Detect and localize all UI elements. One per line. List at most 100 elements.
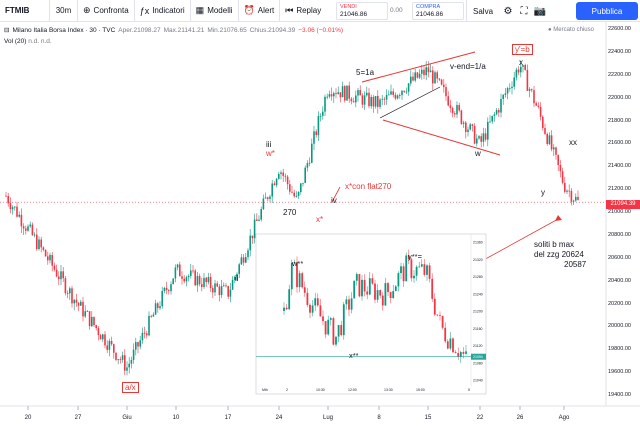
candle-body: [383, 98, 386, 100]
candle-body: [106, 345, 108, 350]
buy-button[interactable]: COMPRA 21046.86: [412, 2, 464, 20]
candle-body: [427, 67, 430, 73]
legend-close: Chius.21094.39: [249, 26, 296, 34]
inset-candle-body: [327, 319, 330, 335]
x-star-pointer: [331, 186, 341, 203]
candle-body: [172, 278, 174, 285]
candle-body: [403, 90, 405, 92]
candle-body: [47, 256, 49, 261]
inset-candle-body: [290, 262, 293, 290]
candle-body: [251, 235, 254, 239]
inset-candle-body: [457, 353, 460, 357]
candle-body: [16, 206, 18, 217]
candle-body: [152, 314, 155, 317]
candle-body: [308, 162, 311, 164]
candle-body: [22, 226, 25, 229]
inset-candle-body: [306, 292, 309, 305]
candle-body: [31, 224, 34, 235]
annotation-y: y: [541, 188, 545, 197]
indicators-button[interactable]: ƒx Indicatori: [135, 0, 191, 22]
inset-y-tick: 21080: [473, 361, 483, 365]
candle-body: [205, 277, 207, 283]
candle-body: [135, 342, 137, 350]
candle-body: [119, 359, 122, 361]
toolbar-icons: ⚙ ⛶ 📷: [500, 0, 548, 22]
annotation-5-1a: 5=1a: [356, 68, 375, 77]
candle-body: [341, 86, 344, 98]
candle-body: [183, 278, 185, 282]
alert-button[interactable]: ⏰ Alert: [239, 0, 281, 22]
candle-body: [528, 89, 531, 91]
replay-button[interactable]: ⏮ Replay: [280, 0, 326, 22]
sell-label: VENDI: [340, 4, 357, 10]
publish-button[interactable]: Pubblica: [576, 2, 638, 20]
replay-label: Replay: [296, 6, 322, 15]
candle-body: [539, 106, 542, 117]
chart-area[interactable]: 21360 21320 21280 21240 21200 21160 21120 21080…: [0, 22, 640, 427]
candle-body: [489, 121, 491, 123]
trendline-wedge: [379, 86, 441, 119]
candle-body: [231, 279, 234, 290]
fullscreen-icon[interactable]: ⛶: [520, 5, 528, 17]
sell-button[interactable]: VENDI 21046.86: [336, 2, 388, 20]
candle-body: [40, 239, 42, 248]
templates-button[interactable]: ▦ Modelli: [191, 0, 239, 22]
candle-body: [62, 271, 64, 279]
candle-body: [537, 105, 540, 107]
inset-label-x: x**: [349, 351, 359, 360]
candle-body: [487, 121, 489, 140]
candle-body: [568, 190, 570, 192]
inset-candle-body: [405, 255, 408, 282]
symbol-search[interactable]: FTMIB: [0, 0, 50, 22]
candle-body: [75, 299, 78, 303]
save-button[interactable]: Salva: [466, 0, 499, 22]
y-axis-tick: 20000.00: [608, 323, 631, 330]
compare-button[interactable]: ⊕ Confronta: [78, 0, 135, 22]
candle-body: [544, 128, 546, 134]
candle-body: [425, 67, 427, 76]
candle-body: [216, 283, 218, 287]
annotation-a-x: a/x: [122, 382, 139, 393]
volume-values: n.d. n.d.: [28, 38, 52, 45]
y-axis-tick: 20400.00: [608, 277, 631, 284]
inset-candle-body: [423, 264, 426, 275]
candle-body: [225, 285, 227, 287]
candle-body: [337, 92, 339, 95]
candle-body: [366, 92, 368, 96]
inset-candle-body: [459, 352, 462, 357]
candle-body: [104, 334, 106, 346]
candle-body: [423, 69, 425, 76]
candle-body: [509, 88, 511, 89]
settings-icon[interactable]: ⚙: [503, 5, 513, 17]
candle-body: [368, 92, 370, 107]
inset-candle-body: [298, 273, 301, 288]
candle-body: [456, 105, 458, 115]
candle-body: [218, 286, 221, 296]
candle-body: [484, 133, 487, 140]
inset-candle-body: [324, 321, 327, 335]
candle-body: [11, 207, 14, 210]
x-axis-tick: 20: [24, 415, 32, 421]
trendline-upper: [361, 51, 476, 83]
interval-button[interactable]: 30m: [50, 0, 78, 22]
candle-body: [214, 283, 216, 293]
candle-body: [324, 96, 326, 112]
inset-candle-body: [397, 273, 400, 287]
trendline-lower: [382, 119, 501, 156]
collapse-icon[interactable]: ⊟: [4, 27, 10, 34]
candle-body: [280, 172, 282, 174]
candle-body: [377, 95, 379, 107]
camera-icon[interactable]: 📷: [533, 5, 547, 17]
candle-body: [313, 131, 315, 144]
inset-candle-body: [413, 275, 415, 279]
inset-candle-body: [410, 259, 413, 279]
candle-body: [553, 147, 555, 150]
candle-body: [245, 257, 247, 263]
inset-candle-body: [303, 287, 306, 293]
candle-body: [363, 95, 366, 105]
chart-canvas[interactable]: 21360 21320 21280 21240 21200 21160 21120 21080…: [0, 22, 640, 427]
x-axis-tick: 27: [74, 415, 82, 421]
inset-candle-body: [449, 338, 452, 349]
candle-body: [88, 311, 91, 327]
candle-body: [161, 291, 163, 307]
